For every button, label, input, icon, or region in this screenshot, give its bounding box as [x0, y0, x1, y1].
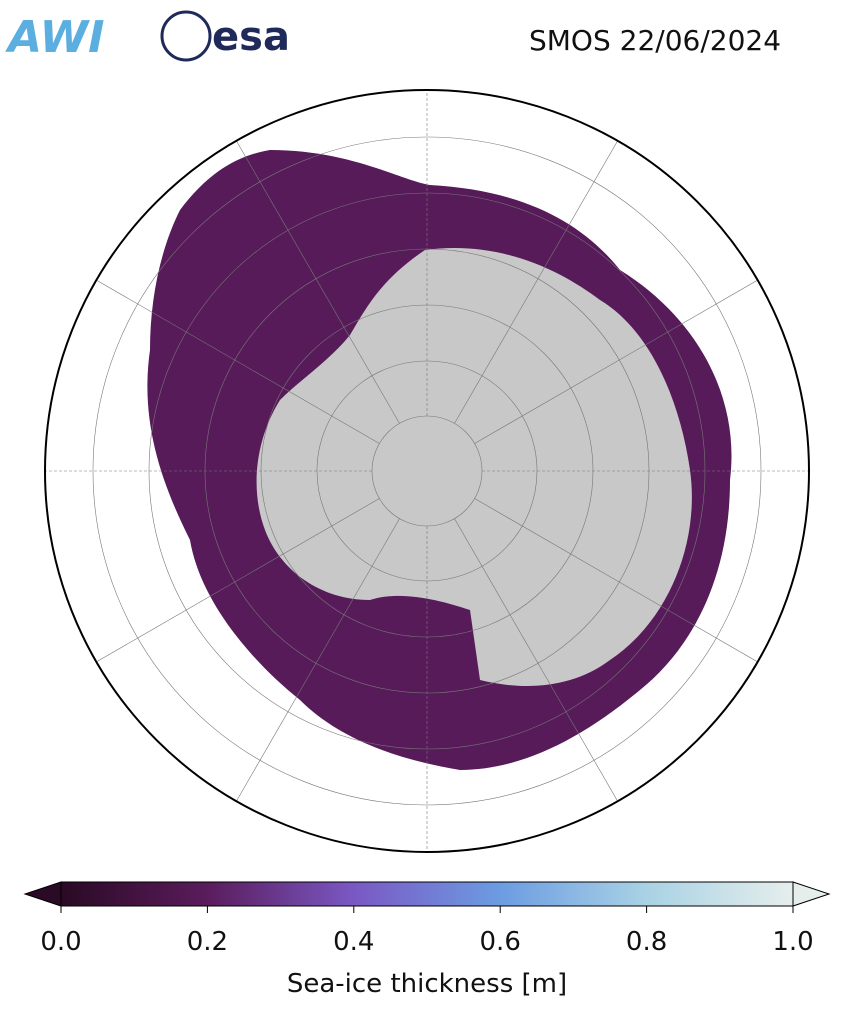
longitude-line	[231, 518, 400, 809]
longitude-line	[474, 498, 765, 667]
esa-logo: esa	[212, 14, 290, 60]
latitude-line	[92, 136, 762, 806]
awi-logo: AWI	[5, 12, 105, 63]
longitude-line	[89, 275, 380, 444]
colorbar-tick-label: 0.4	[333, 927, 374, 957]
esa-logo-mark	[160, 10, 212, 62]
colorbar-tick-label: 0.0	[40, 927, 81, 957]
map	[45, 90, 809, 852]
longitude-line	[454, 518, 623, 809]
colorbar-tick-label: 0.2	[187, 927, 228, 957]
longitude-line	[89, 498, 380, 667]
colorbar-tick-label: 0.6	[480, 927, 521, 957]
colorbar-body	[60, 881, 794, 907]
longitude-line	[454, 133, 623, 424]
antarctica	[256, 248, 692, 686]
graticule	[45, 90, 809, 852]
colorbar-tick-label: 0.8	[626, 927, 667, 957]
colorbar-extend-high	[792, 881, 831, 907]
longitude-line	[474, 275, 765, 444]
colorbar	[23, 881, 831, 913]
colorbar-label: Sea-ice thickness [m]	[287, 969, 567, 999]
map-frame	[44, 89, 810, 853]
longitude-line	[231, 133, 400, 424]
colorbar-tick-label: 1.0	[772, 927, 813, 957]
colorbar-extend-low	[23, 881, 62, 907]
title: SMOS 22/06/2024	[529, 24, 781, 57]
